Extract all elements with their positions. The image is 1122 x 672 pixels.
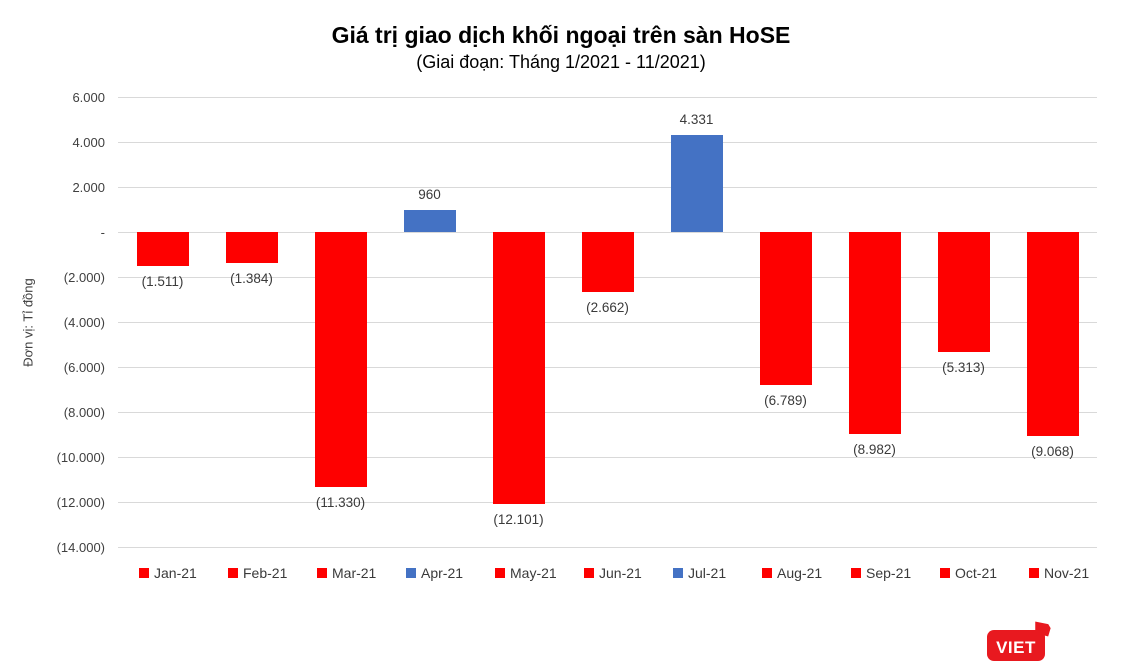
- bar-jul-21: [670, 134, 723, 232]
- bar-value-label-jul-21: 4.331: [679, 111, 714, 127]
- gridline: [118, 412, 1097, 413]
- bar-apr-21: [403, 210, 456, 232]
- plot-area: (1.511) (1.384) (11.330) 960 (12.101) (2.662)…: [118, 97, 1097, 548]
- y-axis-tick-label: (10.000): [56, 450, 105, 465]
- y-axis-tick-label: (12.000): [56, 495, 105, 510]
- viet-logo-graphic: VIET: [987, 618, 1054, 661]
- y-axis-tick-label: 6.000: [72, 90, 105, 105]
- bar-aug-21: [759, 232, 812, 385]
- gridline: [118, 187, 1097, 188]
- legend-item-aug-21: Aug-21: [741, 563, 830, 583]
- legend-label: Nov-21: [1044, 565, 1090, 581]
- y-axis-tick-label: (4.000): [63, 315, 105, 330]
- bar-value-label-mar-21: (11.330): [315, 494, 366, 510]
- bar-nov-21: [1026, 232, 1079, 437]
- legend-label: Apr-21: [421, 565, 464, 581]
- y-axis-tick-label: 4.000: [72, 135, 105, 150]
- gridline: [118, 322, 1097, 323]
- gridline: [118, 142, 1097, 143]
- bar-sep-21: [848, 232, 901, 435]
- logo-text: VIET: [996, 638, 1036, 657]
- bar-value-label-jun-21: (2.662): [586, 299, 629, 315]
- legend-label: May-21: [510, 565, 557, 581]
- y-axis-tick-label: (2.000): [63, 270, 105, 285]
- legend-label: Sep-21: [866, 565, 912, 581]
- legend-item-oct-21: Oct-21: [919, 563, 1008, 583]
- bar-value-label-sep-21: (8.982): [853, 442, 896, 458]
- bar-value-label-jan-21: (1.511): [141, 273, 184, 289]
- y-axis-tick-label: (6.000): [63, 360, 105, 375]
- gridline: [118, 457, 1097, 458]
- legend-label: Aug-21: [777, 565, 823, 581]
- gridline: [118, 502, 1097, 503]
- legend-item-mar-21: Mar-21: [296, 563, 385, 583]
- legend-marker-icon: [139, 568, 149, 578]
- chart-subtitle: (Giai đoạn: Tháng 1/2021 - 11/2021): [416, 52, 706, 72]
- bar-oct-21: [937, 232, 990, 352]
- legend-item-apr-21: Apr-21: [385, 563, 474, 583]
- legend-label: Jun-21: [599, 565, 642, 581]
- legend-label: Jan-21: [154, 565, 197, 581]
- viet-logo: VIET: [984, 617, 1060, 665]
- legend-label: Mar-21: [332, 565, 377, 581]
- legend-marker-icon: [406, 568, 416, 578]
- bar-value-label-oct-21: (5.313): [942, 359, 985, 375]
- legend-item-may-21: May-21: [474, 563, 563, 583]
- legend-item-nov-21: Nov-21: [1008, 563, 1097, 583]
- bar-value-label-nov-21: (9.068): [1031, 444, 1074, 460]
- legend-marker-icon: [584, 568, 594, 578]
- bar-value-label-apr-21: 960: [418, 187, 441, 203]
- bar-value-label-may-21: (12.101): [493, 512, 544, 528]
- y-axis-tick-label: -: [100, 225, 105, 240]
- legend-item-sep-21: Sep-21: [830, 563, 919, 583]
- legend: Jan-21 Feb-21 Mar-21 Apr-21 May-21 Jun-21 Jul-…: [118, 563, 1097, 583]
- bar-value-label-aug-21: (6.789): [764, 392, 807, 408]
- chart-title: Giá trị giao dịch khối ngoại trên sàn Ho…: [331, 22, 791, 48]
- legend-item-jul-21: Jul-21: [652, 563, 741, 583]
- bar-jun-21: [581, 232, 634, 292]
- legend-marker-icon: [1029, 568, 1039, 578]
- gridline: [118, 547, 1097, 548]
- bar-mar-21: [314, 232, 367, 487]
- gridline: [118, 97, 1097, 98]
- bar-feb-21: [225, 232, 278, 264]
- logo-body-shape: [987, 630, 1045, 661]
- y-axis-tick-label: 2.000: [72, 180, 105, 195]
- legend-item-jan-21: Jan-21: [118, 563, 207, 583]
- legend-item-jun-21: Jun-21: [563, 563, 652, 583]
- legend-marker-icon: [851, 568, 861, 578]
- y-axis-tick-label: (14.000): [56, 540, 105, 555]
- legend-item-feb-21: Feb-21: [207, 563, 296, 583]
- legend-marker-icon: [228, 568, 238, 578]
- legend-marker-icon: [762, 568, 772, 578]
- y-axis-tick-label: (8.000): [63, 405, 105, 420]
- bar-value-label-feb-21: (1.384): [230, 271, 273, 287]
- legend-label: Jul-21: [688, 565, 727, 581]
- legend-label: Oct-21: [955, 565, 998, 581]
- legend-marker-icon: [673, 568, 683, 578]
- bar-may-21: [492, 232, 545, 505]
- legend-marker-icon: [317, 568, 327, 578]
- legend-label: Feb-21: [243, 565, 288, 581]
- legend-marker-icon: [495, 568, 505, 578]
- legend-marker-icon: [940, 568, 950, 578]
- bar-jan-21: [136, 232, 189, 266]
- gridline: [118, 367, 1097, 368]
